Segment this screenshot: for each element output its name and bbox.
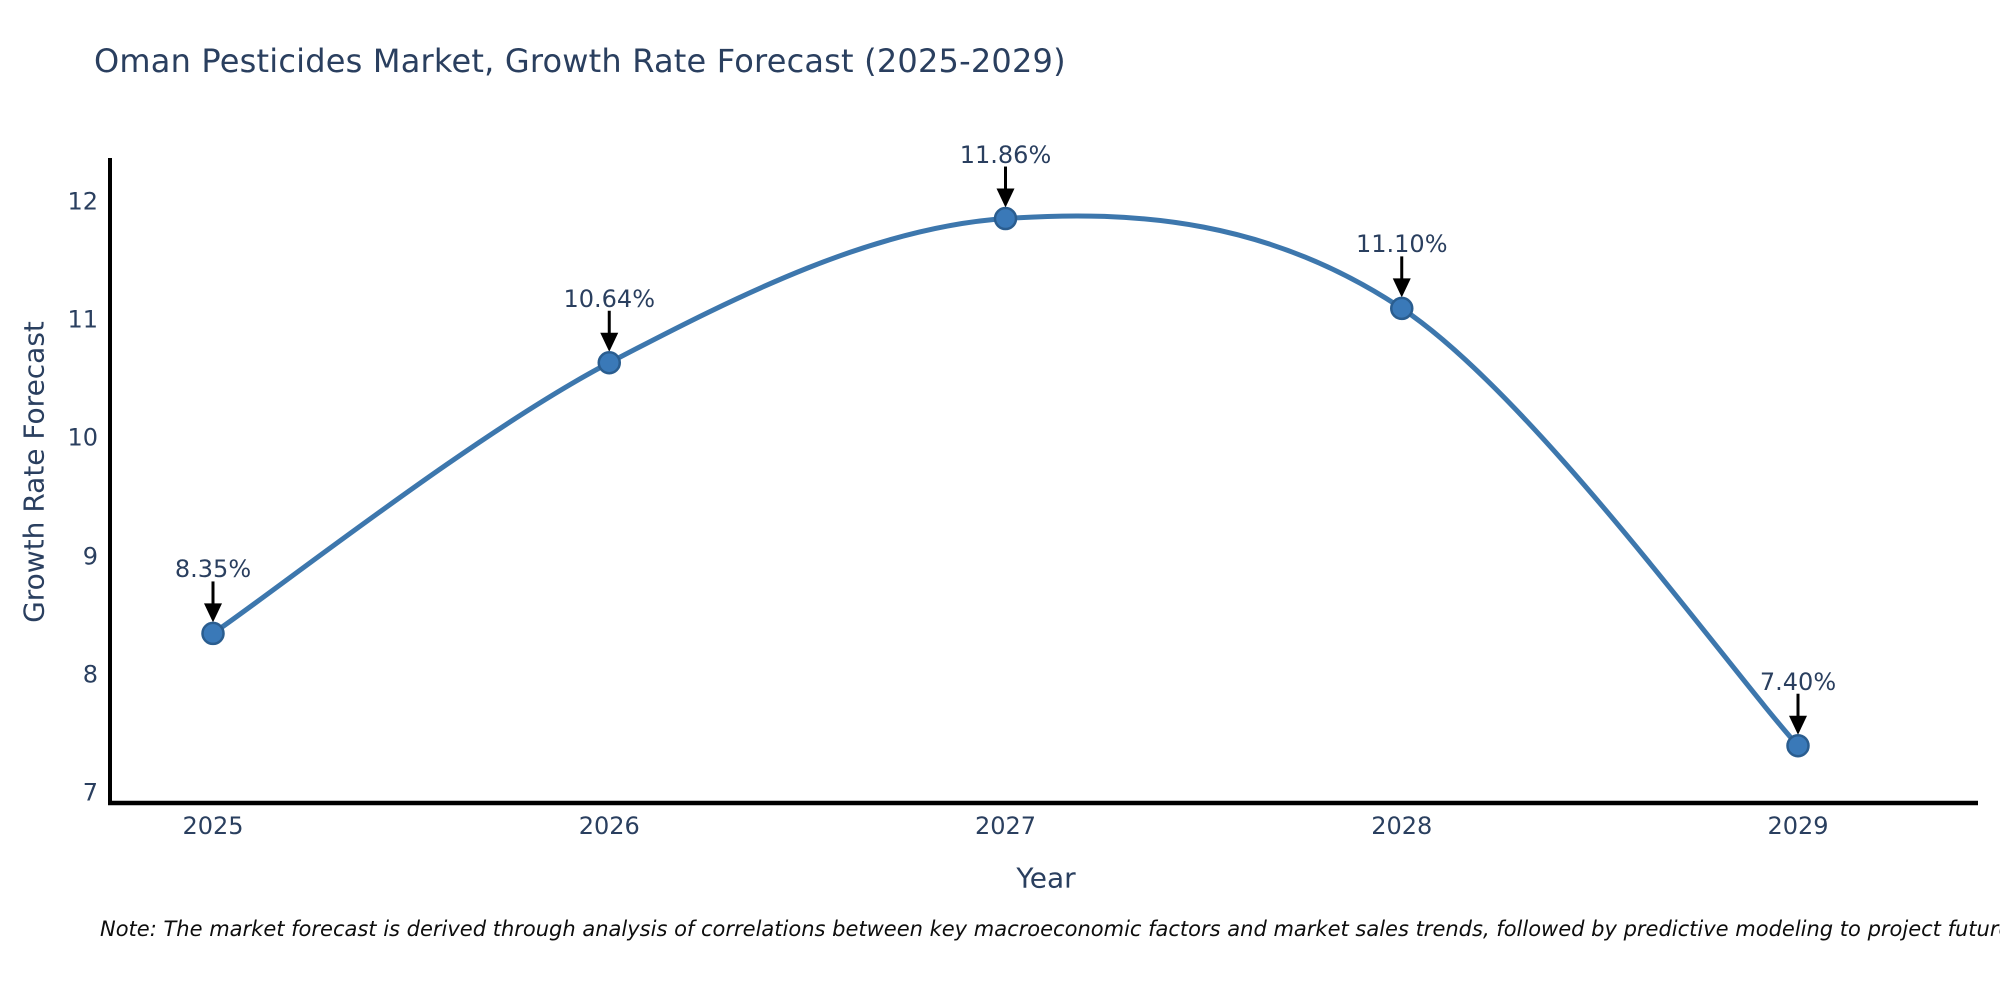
y-tick-label-8: 8	[82, 660, 98, 689]
x-tick-label-2027: 2027	[974, 812, 1037, 840]
annotation-arrowhead-icon	[996, 188, 1015, 208]
data-point-2027[interactable]	[993, 206, 1018, 231]
data-point-2026[interactable]	[597, 351, 621, 375]
x-tick-label-2029: 2029	[1767, 812, 1829, 840]
x-tick-label-2028: 2028	[1371, 812, 1433, 840]
annotation-arrowhead-icon	[1392, 278, 1411, 298]
data-point-2029[interactable]	[1786, 733, 1810, 758]
annotation-arrowhead-icon	[204, 603, 222, 623]
data-point-2025[interactable]	[201, 621, 225, 646]
y-tick-label-7: 7	[82, 778, 98, 807]
data-point-label-2027: 11.86%	[959, 140, 1052, 169]
x-tick-label-2025: 2025	[182, 812, 244, 840]
data-point-label-2026: 10.64%	[563, 284, 656, 313]
y-tick-label-10: 10	[67, 423, 98, 452]
y-axis-title: Growth Rate Forecast	[17, 321, 51, 623]
x-tick-label-2026: 2026	[578, 812, 640, 840]
data-point-2028[interactable]	[1390, 296, 1414, 321]
y-tick-label-11: 11	[67, 305, 98, 334]
forecast-spline-line	[210, 213, 1801, 749]
y-tick-label-12: 12	[67, 187, 98, 216]
chart-title: Oman Pesticides Market, Growth Rate Fore…	[94, 42, 1066, 80]
annotation-arrowhead-icon	[600, 332, 619, 352]
y-tick-label-9: 9	[82, 542, 98, 571]
data-point-label-2029: 7.40%	[1759, 667, 1837, 696]
footnote: Note: The market forecast is derived thr…	[100, 917, 2000, 941]
annotation-arrowhead-icon	[1789, 715, 1807, 735]
data-point-label-2028: 11.10%	[1355, 230, 1448, 259]
x-axis-title: Year	[1016, 861, 1076, 895]
data-point-label-2025: 8.35%	[174, 555, 252, 584]
